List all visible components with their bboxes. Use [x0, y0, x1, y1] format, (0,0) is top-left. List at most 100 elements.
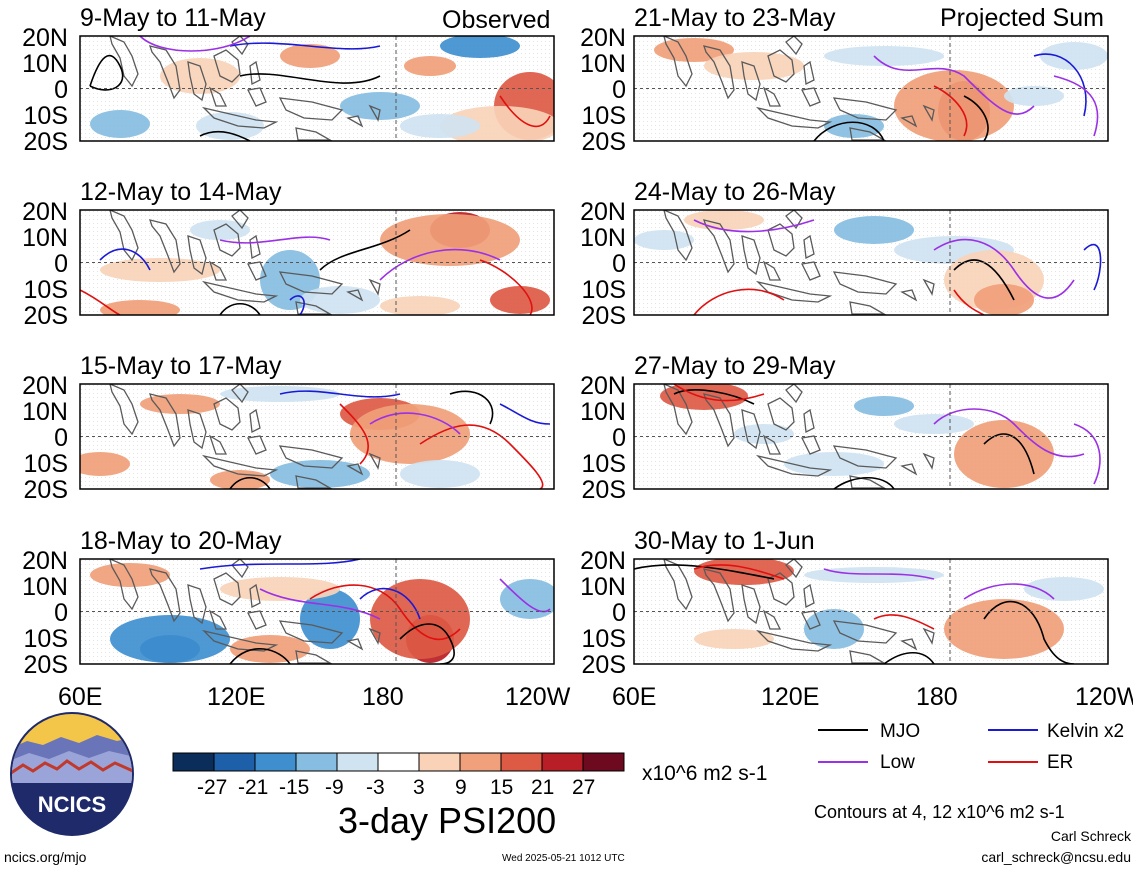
coastline [213, 49, 241, 83]
lat-label-10s: 10S [23, 102, 68, 130]
coastline [755, 629, 833, 652]
anomaly-shading [220, 577, 340, 601]
coastline [249, 583, 261, 608]
lat-label-10n: 10N [22, 50, 68, 78]
coastline [149, 219, 181, 274]
coastline [295, 127, 333, 141]
lat-label-10s: 10S [581, 450, 626, 478]
lat-label-20n: 20N [580, 198, 626, 226]
wave-contour [379, 248, 501, 281]
coastline [803, 408, 815, 433]
lat-label-10s: 10S [581, 102, 626, 130]
anomaly-shading [440, 36, 520, 58]
wave-contour [953, 289, 985, 315]
coastline [767, 397, 795, 431]
anomaly-shading [854, 396, 914, 416]
coastline [187, 409, 207, 450]
coastline [741, 61, 761, 102]
wave-contour [479, 259, 533, 315]
timestamp: Wed 2025-05-21 1012 UTC [502, 853, 625, 864]
colorbar-tick: -3 [366, 776, 385, 799]
anomaly-shading [490, 286, 550, 314]
anomaly-shading [974, 284, 1034, 315]
coastline [201, 629, 279, 652]
legend-label-mjo: MJO [880, 721, 921, 742]
wave-contour [499, 578, 551, 613]
coastline [295, 301, 333, 315]
anomaly-shading [160, 58, 240, 94]
coastline [900, 463, 918, 476]
wave-contour [1083, 243, 1102, 291]
anomaly-shading [270, 460, 370, 488]
wave-contour [339, 403, 370, 465]
lat-label-20n: 20N [22, 547, 68, 575]
lat-label-10n: 10N [580, 224, 626, 252]
lon-label-180: 180 [362, 683, 404, 711]
wave-contour [1033, 53, 1087, 117]
anomaly-shading [404, 56, 456, 76]
coastline [832, 97, 898, 121]
coastline [249, 60, 261, 85]
coastline [201, 280, 279, 303]
coastline [368, 627, 381, 645]
coastline [922, 627, 935, 645]
coastline [803, 583, 815, 608]
wave-contour [229, 42, 381, 50]
coastline [663, 36, 693, 88]
lat-label-10s: 10S [581, 276, 626, 304]
colorbar-swatch [172, 752, 215, 772]
wave-contour [1073, 423, 1101, 485]
wave-contour [359, 587, 421, 620]
coastline [741, 235, 761, 276]
coastline [767, 49, 795, 83]
map-panel-p1 [79, 35, 555, 142]
anomaly-shading [694, 629, 774, 649]
colorbar-tick: -9 [325, 776, 344, 799]
lat-label-0: 0 [612, 76, 626, 104]
wave-contour [199, 131, 251, 141]
map-panel-p4 [633, 209, 1109, 316]
coastline [663, 559, 693, 611]
legend-label-kelvin: Kelvin x2 [1047, 721, 1125, 742]
coastline [231, 210, 249, 230]
wave-contour [823, 568, 935, 580]
lat-label-20n: 20N [580, 372, 626, 400]
colorbar-swatch [295, 752, 338, 772]
wave-contour [933, 408, 1085, 458]
wave-contour [693, 288, 785, 315]
wave-contour [279, 390, 401, 398]
coastline [208, 609, 228, 630]
coastline [208, 434, 228, 455]
coastline [346, 638, 364, 651]
wave-contour [99, 248, 151, 271]
map-panel-p5 [79, 383, 555, 490]
panel-frame [79, 209, 555, 316]
anomaly-shading [110, 615, 230, 663]
author-email[interactable]: carl_schreck@ncsu.edu [981, 849, 1131, 865]
lat-label-20s: 20S [581, 128, 626, 156]
panel-title-p2: 21-May to 23-May [634, 4, 836, 32]
coastline [109, 384, 139, 436]
legend-label-er: ER [1047, 752, 1074, 773]
anomaly-shading [634, 230, 694, 250]
anomaly-shading [280, 44, 340, 68]
anomaly-shading [1004, 86, 1064, 106]
lat-label-20s: 20S [23, 128, 68, 156]
coastline [187, 584, 207, 625]
wave-contour [259, 588, 381, 620]
wave-contour [199, 559, 361, 570]
website-link[interactable]: ncics.org/mjo [4, 849, 87, 865]
contour-note: Contours at 4, 12 x10^6 m2 s-1 [814, 802, 1065, 822]
coastline [762, 260, 782, 281]
coastline [703, 45, 735, 100]
anomaly-shading [894, 70, 1014, 141]
coastline [900, 289, 918, 302]
wave-contour [449, 390, 494, 425]
panel-title-p6: 27-May to 29-May [634, 352, 836, 380]
colorbar-tick: -21 [238, 776, 269, 799]
anomaly-shading [340, 92, 420, 120]
panel-title-p1: 9-May to 11-May [80, 4, 266, 32]
legend-swatches [818, 729, 1038, 763]
wave-contour [963, 95, 989, 141]
coastline [208, 86, 228, 107]
